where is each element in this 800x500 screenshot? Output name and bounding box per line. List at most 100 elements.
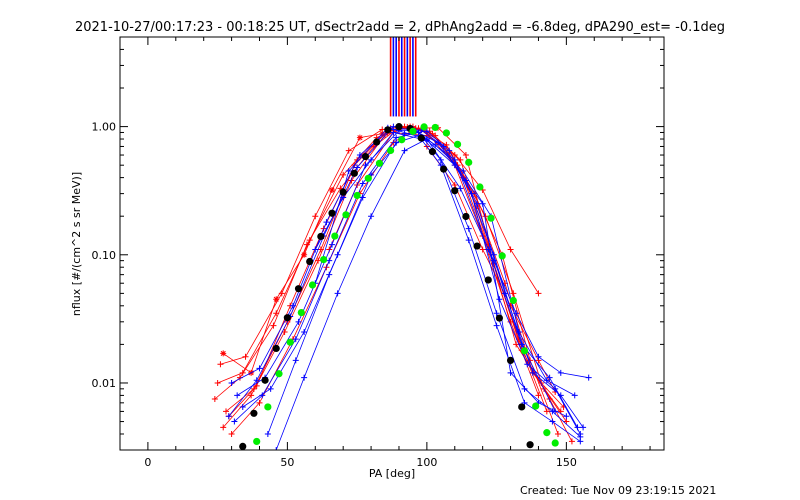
series-8-point (507, 246, 514, 253)
series-21-point (476, 183, 484, 191)
x-tick-label: 50 (280, 456, 294, 469)
series-17-point (401, 147, 408, 154)
series-21-point (387, 146, 395, 155)
series-19 (312, 124, 592, 381)
series-9-point (273, 296, 280, 303)
series-13-point (529, 369, 536, 376)
series-20-point (373, 138, 381, 146)
series-4-point (315, 257, 322, 264)
series-20-point (294, 285, 303, 293)
series-19-point (535, 353, 542, 360)
series-20-point (328, 209, 336, 217)
series-3-point (223, 408, 230, 415)
series-6-point (543, 408, 550, 415)
series-21-point (453, 140, 462, 148)
series-15 (231, 129, 584, 440)
series-12-point (329, 241, 336, 248)
series-21-point (520, 347, 529, 355)
series-20-point (250, 409, 258, 417)
series-12-line (236, 129, 581, 435)
series-20-point (451, 187, 459, 195)
series-20-point (462, 212, 470, 221)
series-2 (214, 124, 564, 415)
series-11-line (231, 126, 578, 428)
series-20-point (306, 257, 314, 266)
series-7-point (256, 399, 263, 406)
series-5-point (303, 241, 310, 248)
series-19-point (490, 257, 497, 264)
series-15-point (493, 310, 500, 317)
series-7-point (568, 438, 575, 445)
series-9-point (301, 251, 308, 258)
series-18-point (390, 129, 397, 136)
series-20-point (417, 134, 425, 142)
series-19-point (345, 168, 352, 175)
series-21-point (551, 439, 559, 447)
series-16-point (493, 322, 500, 329)
series-9-point (329, 187, 336, 194)
series-19-line (314, 127, 589, 379)
series-8-point (535, 290, 542, 297)
series-21-point (442, 129, 450, 137)
series-10-line (426, 146, 556, 393)
series-20-point (506, 356, 515, 365)
series-12-point (295, 318, 302, 325)
series-3-point (513, 341, 520, 348)
series-13 (239, 128, 587, 431)
series-18-point (507, 369, 514, 376)
series-18 (312, 129, 570, 420)
series-2-line (217, 127, 562, 412)
series-17-point (368, 213, 375, 220)
series-19-point (457, 185, 464, 192)
series-4-point (220, 424, 227, 431)
series-14-point (460, 168, 467, 175)
series-18-line (314, 132, 567, 417)
y-tick-label: 1.00 (92, 121, 117, 134)
series-7-point (462, 152, 469, 159)
series-16-point (465, 237, 472, 244)
series-17-point (518, 341, 525, 348)
series-20-point (526, 441, 534, 449)
series-21 (253, 123, 559, 447)
series-9-point (356, 134, 363, 141)
series-17 (273, 136, 559, 450)
series-11-point (228, 379, 235, 386)
series-19-point (557, 369, 564, 376)
series-13-point (239, 403, 246, 410)
series-16-point (292, 357, 299, 364)
series-1-point (242, 353, 249, 360)
series-5-point (554, 430, 561, 437)
series-21-point (375, 159, 384, 167)
series-1-point (217, 361, 224, 368)
series-10-point (451, 182, 458, 189)
series-13-point (474, 200, 481, 207)
series-18-point (451, 162, 458, 169)
series-4 (220, 124, 567, 431)
series-21-point (275, 370, 283, 378)
series-13-point (301, 328, 308, 335)
series-12-point (496, 296, 503, 303)
series-4-point (510, 290, 517, 297)
y-tick-label: 0.01 (92, 377, 117, 390)
series-4-point (248, 392, 255, 399)
series-14-point (253, 377, 260, 384)
series-17-point (451, 156, 458, 163)
series-21-point (297, 308, 305, 317)
series-15-point (231, 418, 238, 425)
series-20 (239, 123, 534, 450)
series-1-point (345, 147, 352, 154)
series-2-point (340, 171, 347, 178)
series-21-point (398, 136, 406, 144)
series-16-point (359, 194, 366, 201)
series-21-point (532, 402, 540, 410)
series-19-point (423, 136, 430, 143)
plot-marks (211, 37, 592, 450)
series-20-point (283, 314, 291, 322)
series-13-point (580, 424, 587, 431)
series-20-point (473, 242, 481, 250)
series-15-line (234, 132, 581, 438)
series-3 (223, 123, 570, 425)
created-timestamp: Created: Tue Nov 09 23:19:15 2021 (520, 484, 716, 497)
series-20-point (518, 403, 526, 411)
